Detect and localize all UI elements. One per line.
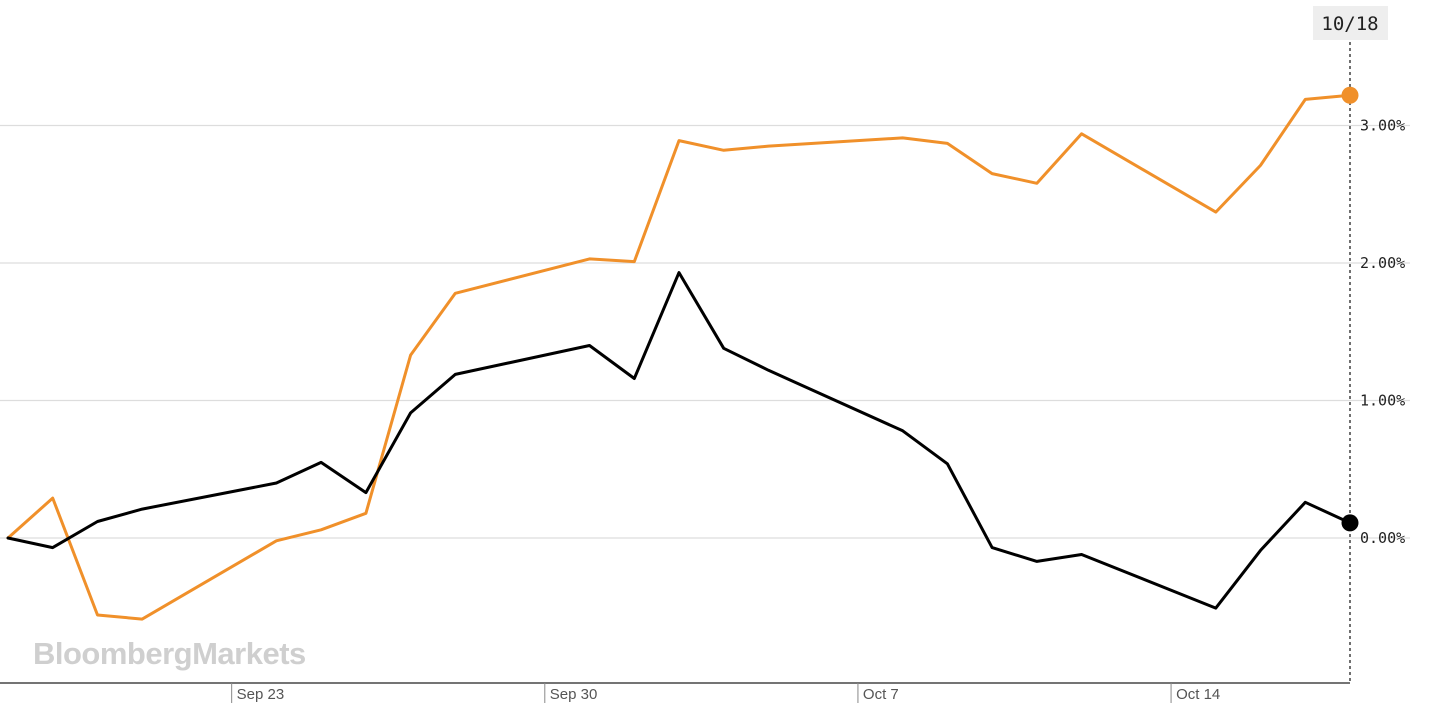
series-end-marker-1 <box>1341 86 1359 104</box>
crosshair-date-label: 10/18 <box>1321 13 1378 35</box>
crosshair-date-box <box>1313 6 1388 40</box>
x-tick-label: Oct 7 <box>863 686 899 703</box>
y-tick-label: 1.00% <box>1360 392 1405 410</box>
y-tick-label: 3.00% <box>1360 117 1405 135</box>
series-line-1 <box>6 93 1352 621</box>
x-axis: Sep 23 Sep 30 Oct 7 Oct 14 <box>0 682 1350 703</box>
series-end-marker-0 <box>1341 514 1359 532</box>
watermark-logo: BloombergMarkets <box>33 636 306 671</box>
series-line-0 <box>6 271 1352 610</box>
x-tick-label: Sep 23 <box>237 686 285 703</box>
x-tick-label: Sep 30 <box>550 686 598 703</box>
grid-lines: 3.00% 2.00% 1.00% 0.00% <box>0 117 1410 547</box>
crosshair: 10/18 <box>1313 6 1388 683</box>
x-tick-label: Oct 14 <box>1176 686 1220 703</box>
series-lines <box>6 93 1352 621</box>
end-markers <box>1341 86 1359 532</box>
y-tick-label: 2.00% <box>1360 254 1405 272</box>
y-tick-label: 0.00% <box>1360 529 1405 547</box>
